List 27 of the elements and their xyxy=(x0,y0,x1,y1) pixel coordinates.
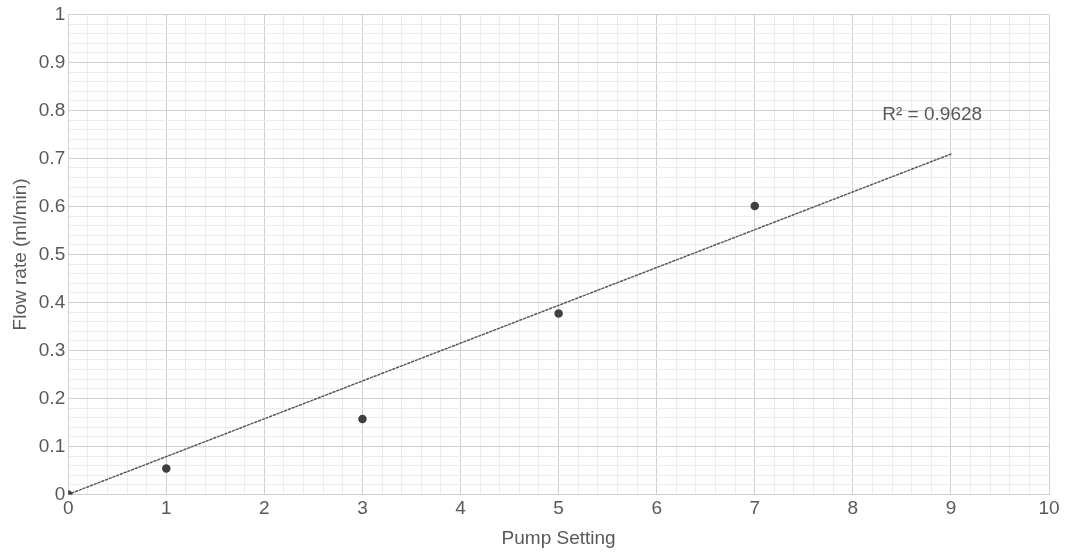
y-tick-label: 0.6 xyxy=(38,194,66,216)
y-tick-label: 0.9 xyxy=(38,50,66,72)
y-tick-label: 0.4 xyxy=(38,290,66,312)
x-tick-label: 10 xyxy=(1038,497,1060,519)
x-tick-label: 9 xyxy=(945,497,957,519)
point xyxy=(750,201,760,211)
x-tick-label: 8 xyxy=(847,497,859,519)
x-tick-label: 6 xyxy=(651,497,662,519)
y-tick-label: 0.8 xyxy=(38,98,66,120)
x-tick-label: 3 xyxy=(357,497,368,519)
point xyxy=(358,414,367,424)
x-tick-label: 5 xyxy=(553,497,564,519)
y-tick-label: 0.3 xyxy=(38,338,66,360)
y-tick-label: 1 xyxy=(54,2,66,24)
y-tick-label: 0.1 xyxy=(38,434,66,456)
x-tick-label: 4 xyxy=(455,497,467,519)
point xyxy=(162,464,171,473)
point xyxy=(554,309,563,318)
y-axis-title: Flow rate (ml/min) xyxy=(8,178,30,331)
annotation: R² = 0.9628 xyxy=(882,103,983,125)
y-tick-label: 0.7 xyxy=(38,146,66,168)
x-axis-title: Pump Setting xyxy=(501,526,616,548)
y-tick-label: 0.2 xyxy=(38,386,66,408)
x-tick-label: 7 xyxy=(749,497,761,519)
y-tick-label: 0.5 xyxy=(38,242,66,264)
x-tick-label: 1 xyxy=(161,497,172,519)
x-tick-label: 2 xyxy=(259,497,270,519)
